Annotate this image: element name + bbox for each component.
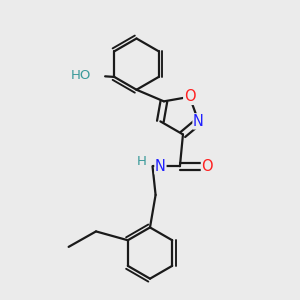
Text: N: N — [193, 114, 204, 129]
Text: H: H — [136, 155, 146, 168]
Text: HO: HO — [70, 69, 91, 82]
Text: N: N — [155, 159, 166, 174]
Text: O: O — [202, 159, 213, 174]
Text: O: O — [184, 89, 195, 104]
